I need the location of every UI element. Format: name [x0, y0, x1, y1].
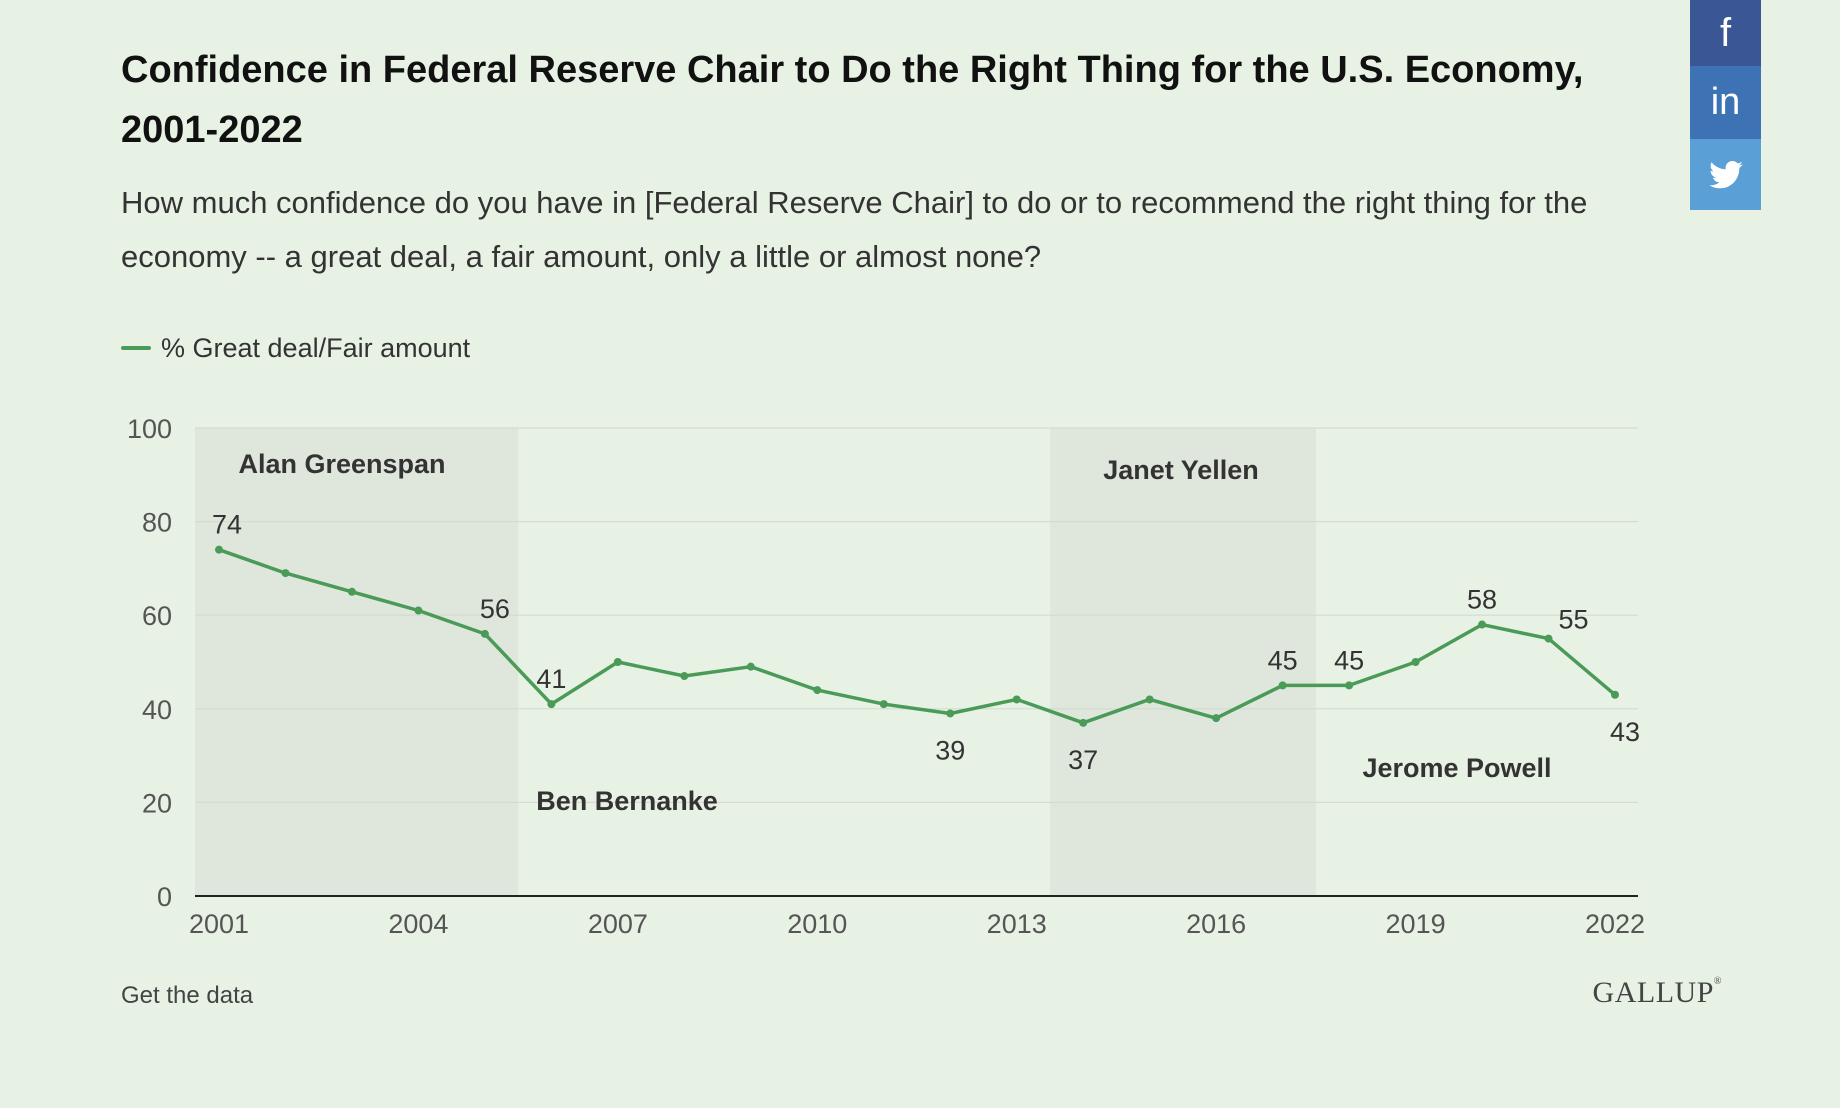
- data-label: 58: [1467, 585, 1497, 615]
- data-point: [547, 700, 556, 709]
- data-point: [347, 587, 356, 596]
- y-tick-label: 60: [142, 601, 172, 631]
- y-tick-label: 80: [142, 508, 172, 538]
- gallup-logo: GALLUP®: [1593, 976, 1722, 1010]
- data-point: [414, 606, 423, 615]
- chart-subtitle: How much confidence do you have in [Fede…: [121, 185, 1588, 274]
- era-label: Alan Greenspan: [238, 449, 445, 479]
- data-label: 45: [1268, 645, 1298, 675]
- chart-title: Confidence in Federal Reserve Chair to D…: [121, 49, 1584, 151]
- data-point: [879, 700, 888, 709]
- data-point: [1611, 690, 1619, 699]
- data-point: [680, 672, 689, 681]
- data-point: [1278, 681, 1287, 690]
- brand-text: GALLUP: [1592, 976, 1714, 1009]
- data-point: [1478, 620, 1487, 629]
- data-point: [1012, 695, 1021, 704]
- data-label: 56: [480, 594, 510, 624]
- x-tick-label: 2007: [588, 909, 648, 939]
- data-point: [1345, 681, 1354, 690]
- facebook-icon: f: [1719, 10, 1732, 55]
- y-tick-label: 20: [142, 788, 172, 818]
- facebook-share-button[interactable]: f: [1690, 0, 1761, 66]
- era-label: Ben Bernanke: [536, 786, 718, 816]
- data-point: [480, 629, 489, 638]
- linkedin-icon: in: [1710, 81, 1741, 123]
- y-tick-label: 40: [142, 695, 172, 725]
- data-point: [746, 662, 755, 671]
- legend-label: % Great deal/Fair amount: [161, 332, 471, 363]
- get-the-data-link[interactable]: Get the data: [121, 982, 254, 1009]
- linkedin-share-button[interactable]: in: [1690, 66, 1761, 139]
- data-label: 41: [536, 664, 566, 694]
- data-point: [946, 709, 955, 718]
- era-band: [195, 428, 519, 896]
- data-label: 43: [1610, 717, 1640, 747]
- twitter-icon: [1708, 160, 1743, 188]
- data-point: [1145, 695, 1154, 704]
- x-tick-label: 2022: [1585, 909, 1645, 939]
- data-label: 55: [1559, 605, 1589, 635]
- line-chart: 0 20 40 60 80 100 2001 2004 2007 2010 2013 2016 2019…: [127, 414, 1645, 939]
- data-point: [813, 686, 822, 695]
- data-point: [613, 658, 622, 666]
- x-tick-label: 2013: [987, 909, 1047, 939]
- data-label: 37: [1068, 745, 1098, 775]
- data-label: 74: [212, 510, 242, 540]
- data-point: [215, 545, 223, 554]
- x-tick-label: 2004: [388, 909, 448, 939]
- legend-swatch: [121, 346, 151, 350]
- data-label: 39: [935, 735, 965, 765]
- share-bar: f in: [1690, 0, 1761, 210]
- era-label: Janet Yellen: [1103, 455, 1259, 485]
- y-tick-label: 0: [157, 882, 172, 912]
- series-line: [218, 548, 1617, 725]
- legend: % Great deal/Fair amount: [121, 330, 470, 366]
- data-point: [1544, 634, 1553, 643]
- brand-mark: ®: [1713, 976, 1722, 987]
- data-label: 45: [1334, 645, 1364, 675]
- era-band: [1050, 428, 1317, 896]
- data-point: [281, 569, 290, 578]
- x-tick-label: 2001: [189, 909, 249, 939]
- x-tick-label: 2010: [787, 909, 847, 939]
- data-point: [1212, 714, 1221, 723]
- x-tick-label: 2016: [1186, 909, 1246, 939]
- twitter-share-button[interactable]: [1690, 139, 1761, 210]
- x-tick-label: 2019: [1386, 909, 1446, 939]
- era-label: Jerome Powell: [1362, 753, 1551, 783]
- y-tick-label: 100: [127, 414, 172, 444]
- data-point: [1079, 718, 1088, 727]
- data-point: [1411, 658, 1420, 666]
